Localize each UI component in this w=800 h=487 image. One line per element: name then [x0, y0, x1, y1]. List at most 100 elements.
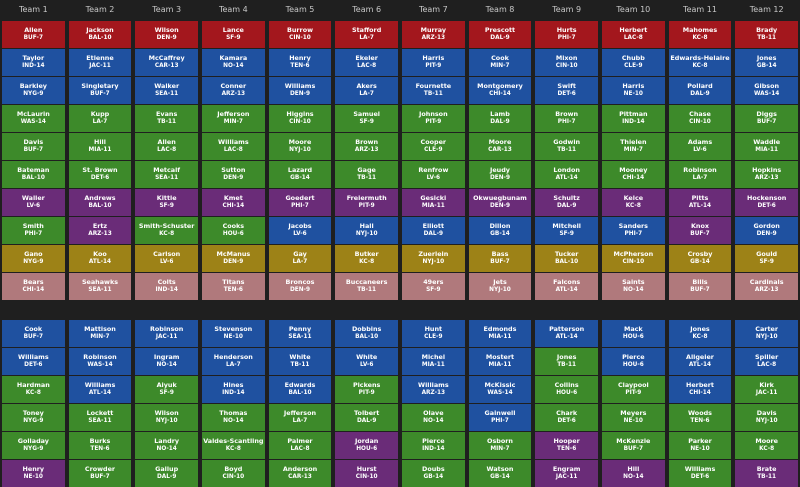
pick-cell[interactable]: Falcons ATL-14	[535, 273, 598, 300]
pick-cell[interactable]: Buccaneers TB-11	[335, 273, 398, 300]
pick-cell[interactable]: Boyd CIN-10	[202, 460, 265, 487]
pick-cell[interactable]: Pickens PIT-9	[335, 376, 398, 403]
pick-cell[interactable]: Williams DEN-9	[268, 77, 332, 104]
pick-cell[interactable]: Godwin TB-11	[535, 133, 598, 160]
pick-cell[interactable]: Aiyuk SF-9	[135, 376, 198, 403]
pick-cell[interactable]: Robinson LA-7	[668, 161, 732, 188]
pick-cell[interactable]: Ekeler LAC-8	[335, 49, 398, 76]
pick-cell[interactable]: Smith-Schuster KC-8	[135, 217, 198, 244]
pick-cell[interactable]: Hines IND-14	[202, 376, 265, 403]
pick-cell[interactable]: Mixon CIN-10	[535, 49, 598, 76]
pick-cell[interactable]: Diggs BUF-7	[735, 105, 798, 132]
pick-cell[interactable]: Ertz ARZ-13	[68, 217, 132, 244]
pick-cell[interactable]: Gibson WAS-14	[735, 77, 798, 104]
pick-cell[interactable]: Jones GB-14	[735, 49, 798, 76]
pick-cell[interactable]: Williams DET-6	[668, 460, 732, 487]
pick-cell[interactable]: Samuel SF-9	[335, 105, 398, 132]
pick-cell[interactable]: Burrow CIN-10	[268, 21, 332, 48]
pick-cell[interactable]: Mostert MIA-11	[468, 348, 532, 375]
pick-cell[interactable]: Brown PHI-7	[535, 105, 598, 132]
pick-cell[interactable]: Bass BUF-7	[468, 245, 532, 272]
pick-cell[interactable]: Toney NYG-9	[2, 404, 65, 431]
pick-cell[interactable]: McCaffrey CAR-13	[135, 49, 198, 76]
pick-cell[interactable]: Mooney CHI-14	[602, 161, 665, 188]
pick-cell[interactable]: Elliott DAL-9	[402, 217, 465, 244]
pick-cell[interactable]: Etienne JAC-11	[68, 49, 132, 76]
pick-cell[interactable]: Herbert CHI-14	[668, 376, 732, 403]
pick-cell[interactable]: Kmet CHI-14	[202, 189, 265, 216]
pick-cell[interactable]: Andrews BAL-10	[68, 189, 132, 216]
pick-cell[interactable]: Lazard GB-14	[268, 161, 332, 188]
pick-cell[interactable]: Robinson WAS-14	[68, 348, 132, 375]
pick-cell[interactable]: Carter NYJ-10	[735, 320, 798, 347]
pick-cell[interactable]: Zuerlein NYJ-10	[402, 245, 465, 272]
pick-cell[interactable]: Harris PIT-9	[402, 49, 465, 76]
pick-cell[interactable]: Colts IND-14	[135, 273, 198, 300]
pick-cell[interactable]: Anderson CAR-13	[268, 460, 332, 487]
pick-cell[interactable]: Freiermuth PIT-9	[335, 189, 398, 216]
pick-cell[interactable]: Pierce HOU-6	[602, 348, 665, 375]
pick-cell[interactable]: Mattison MIN-7	[68, 320, 132, 347]
pick-cell[interactable]: Jeudy DEN-9	[468, 161, 532, 188]
pick-cell[interactable]: Moore NYJ-10	[268, 133, 332, 160]
pick-cell[interactable]: Hopkins ARZ-13	[735, 161, 798, 188]
pick-cell[interactable]: Hill NO-14	[602, 460, 665, 487]
pick-cell[interactable]: Renfrow LV-6	[402, 161, 465, 188]
pick-cell[interactable]: Tucker BAL-10	[535, 245, 598, 272]
pick-cell[interactable]: Wilson NYJ-10	[135, 404, 198, 431]
pick-cell[interactable]: Allgeier ATL-14	[668, 348, 732, 375]
pick-cell[interactable]: Patterson ATL-14	[535, 320, 598, 347]
pick-cell[interactable]: Moore CAR-13	[468, 133, 532, 160]
pick-cell[interactable]: Pittman IND-14	[602, 105, 665, 132]
pick-cell[interactable]: Pierce IND-14	[402, 432, 465, 459]
pick-cell[interactable]: St. Brown DET-6	[68, 161, 132, 188]
pick-cell[interactable]: Penny SEA-11	[268, 320, 332, 347]
pick-cell[interactable]: Gordon DEN-9	[735, 217, 798, 244]
pick-cell[interactable]: Koo ATL-14	[68, 245, 132, 272]
pick-cell[interactable]: Palmer LAC-8	[268, 432, 332, 459]
pick-cell[interactable]: Sutton DEN-9	[202, 161, 265, 188]
pick-cell[interactable]: Waddle MIA-11	[735, 133, 798, 160]
pick-cell[interactable]: Hall NYJ-10	[335, 217, 398, 244]
pick-cell[interactable]: Taylor IND-14	[2, 49, 65, 76]
pick-cell[interactable]: Henderson LA-7	[202, 348, 265, 375]
pick-cell[interactable]: Butker KC-8	[335, 245, 398, 272]
pick-cell[interactable]: Swift DET-6	[535, 77, 598, 104]
pick-cell[interactable]: White LV-6	[335, 348, 398, 375]
pick-cell[interactable]: Tolbert DAL-9	[335, 404, 398, 431]
pick-cell[interactable]: Barkley NYG-9	[2, 77, 65, 104]
pick-cell[interactable]: McPherson CIN-10	[602, 245, 665, 272]
pick-cell[interactable]: Jones TB-11	[535, 348, 598, 375]
pick-cell[interactable]: Thomas NO-14	[202, 404, 265, 431]
pick-cell[interactable]: Mahomes KC-8	[668, 21, 732, 48]
pick-cell[interactable]: Gould SF-9	[735, 245, 798, 272]
pick-cell[interactable]: Kittle SF-9	[135, 189, 198, 216]
pick-cell[interactable]: White TB-11	[268, 348, 332, 375]
pick-cell[interactable]: Davis NYJ-10	[735, 404, 798, 431]
pick-cell[interactable]: Crowder BUF-7	[68, 460, 132, 487]
pick-cell[interactable]: Schultz DAL-9	[535, 189, 598, 216]
pick-cell[interactable]: Gage TB-11	[335, 161, 398, 188]
pick-cell[interactable]: Williams ATL-14	[68, 376, 132, 403]
pick-cell[interactable]: Conner ARZ-13	[202, 77, 265, 104]
pick-cell[interactable]: Meyers NE-10	[602, 404, 665, 431]
pick-cell[interactable]: Evans TB-11	[135, 105, 198, 132]
pick-cell[interactable]: Cook MIN-7	[468, 49, 532, 76]
pick-cell[interactable]: Gainwell PHI-7	[468, 404, 532, 431]
pick-cell[interactable]: Dobbins BAL-10	[335, 320, 398, 347]
pick-cell[interactable]: Prescott DAL-9	[468, 21, 532, 48]
pick-cell[interactable]: Watson GB-14	[468, 460, 532, 487]
pick-cell[interactable]: Hooper TEN-6	[535, 432, 598, 459]
pick-cell[interactable]: Bills BUF-7	[668, 273, 732, 300]
pick-cell[interactable]: Doubs GB-14	[402, 460, 465, 487]
pick-cell[interactable]: Hill MIA-11	[68, 133, 132, 160]
pick-cell[interactable]: Jefferson MIN-7	[202, 105, 265, 132]
pick-cell[interactable]: Pollard DAL-9	[668, 77, 732, 104]
pick-cell[interactable]: Mitchell SF-9	[535, 217, 598, 244]
pick-cell[interactable]: Williams DET-6	[2, 348, 65, 375]
pick-cell[interactable]: Landry NO-14	[135, 432, 198, 459]
pick-cell[interactable]: Chubb CLE-9	[602, 49, 665, 76]
pick-cell[interactable]: Singletary BUF-7	[68, 77, 132, 104]
pick-cell[interactable]: Akers LA-7	[335, 77, 398, 104]
pick-cell[interactable]: Johnson PIT-9	[402, 105, 465, 132]
